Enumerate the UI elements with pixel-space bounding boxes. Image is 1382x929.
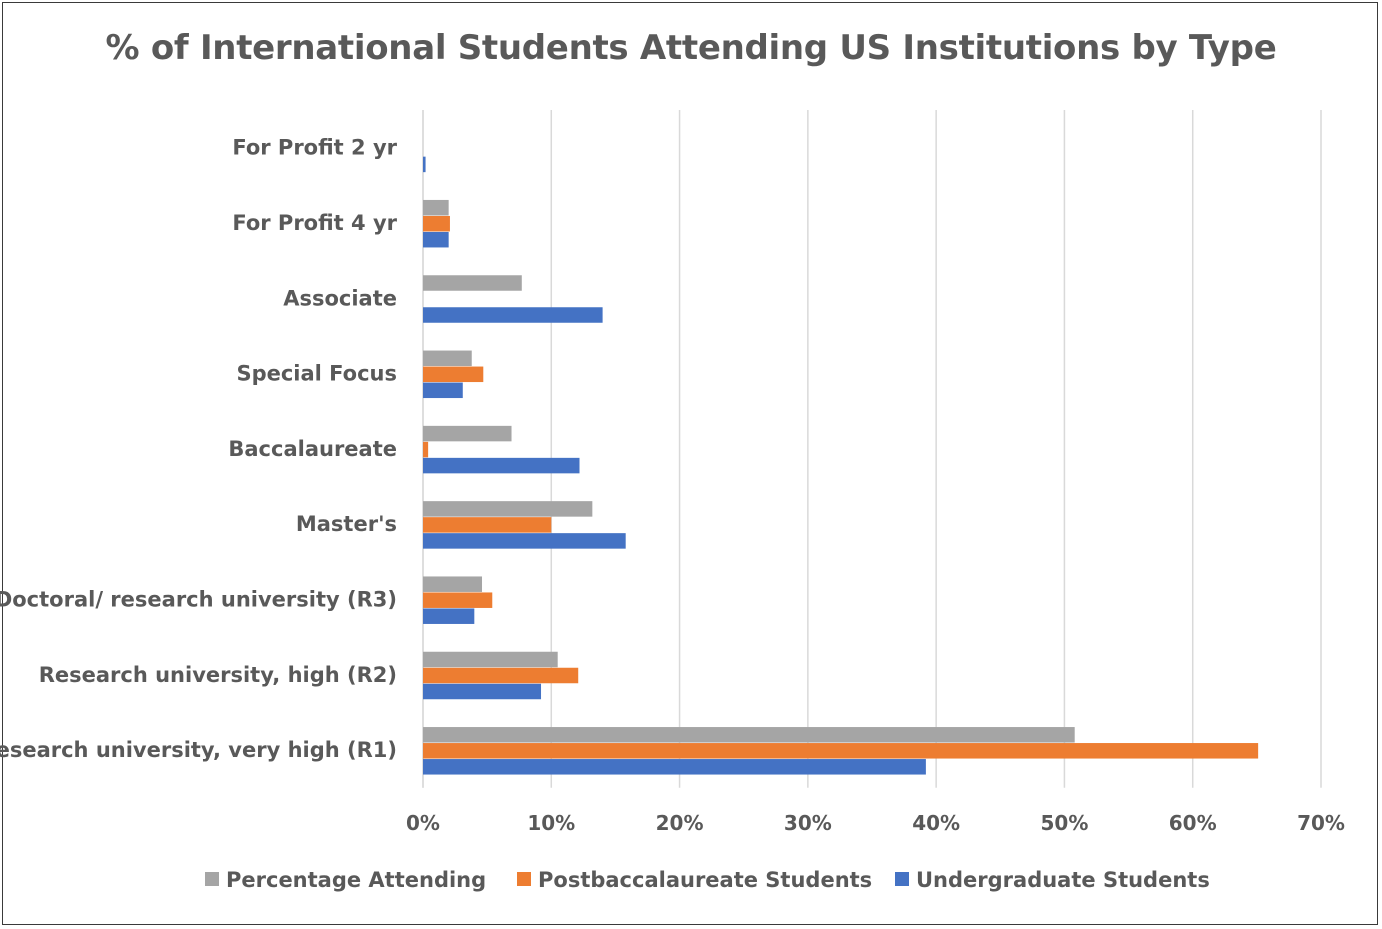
bar xyxy=(423,307,603,323)
category-label: Research university, very high (R1) xyxy=(0,738,397,762)
bar xyxy=(423,683,542,700)
bar xyxy=(423,608,475,624)
legend-swatch xyxy=(205,872,219,886)
x-tick-label: 50% xyxy=(1040,811,1088,835)
category-label: Special Focus xyxy=(236,362,397,386)
bar xyxy=(423,576,483,592)
x-tick-label: 0% xyxy=(406,811,440,835)
category-label: Associate xyxy=(283,286,397,310)
legend-swatch xyxy=(517,872,531,886)
bar xyxy=(423,667,579,684)
bar xyxy=(423,457,580,474)
bar xyxy=(423,215,450,232)
bar xyxy=(423,156,426,173)
bar xyxy=(423,231,449,248)
bar xyxy=(423,441,429,458)
bar xyxy=(423,517,552,533)
bar xyxy=(423,743,1259,759)
bar xyxy=(423,199,449,216)
bar xyxy=(423,382,463,399)
bar xyxy=(423,651,558,668)
bar xyxy=(423,275,522,291)
x-tick-label: 20% xyxy=(656,811,704,835)
x-tick-label: 10% xyxy=(527,811,575,835)
bar xyxy=(423,759,926,775)
bar xyxy=(423,592,493,608)
bar xyxy=(423,350,472,367)
x-tick-label: 60% xyxy=(1169,811,1217,835)
legend-label: Undergraduate Students xyxy=(916,868,1210,892)
x-tick-label: 40% xyxy=(912,811,960,835)
bar xyxy=(423,366,484,383)
category-label: For Profit 4 yr xyxy=(232,211,397,235)
category-label: Doctoral/ research university (R3) xyxy=(0,587,397,611)
x-tick-label: 70% xyxy=(1297,811,1345,835)
category-label: Baccalaureate xyxy=(228,437,397,461)
bar xyxy=(423,727,1075,743)
bar xyxy=(423,501,593,517)
category-label: For Profit 2 yr xyxy=(232,136,397,160)
chart-title: % of International Students Attending US… xyxy=(105,28,1277,68)
bar xyxy=(423,533,626,549)
legend-label: Percentage Attending xyxy=(226,868,486,892)
category-label: Master's xyxy=(296,512,397,536)
bar xyxy=(423,425,512,442)
x-tick-label: 30% xyxy=(784,811,832,835)
legend-swatch xyxy=(895,872,909,886)
category-label: Research university, high (R2) xyxy=(39,663,397,687)
legend-label: Postbaccalaureate Students xyxy=(538,868,872,892)
